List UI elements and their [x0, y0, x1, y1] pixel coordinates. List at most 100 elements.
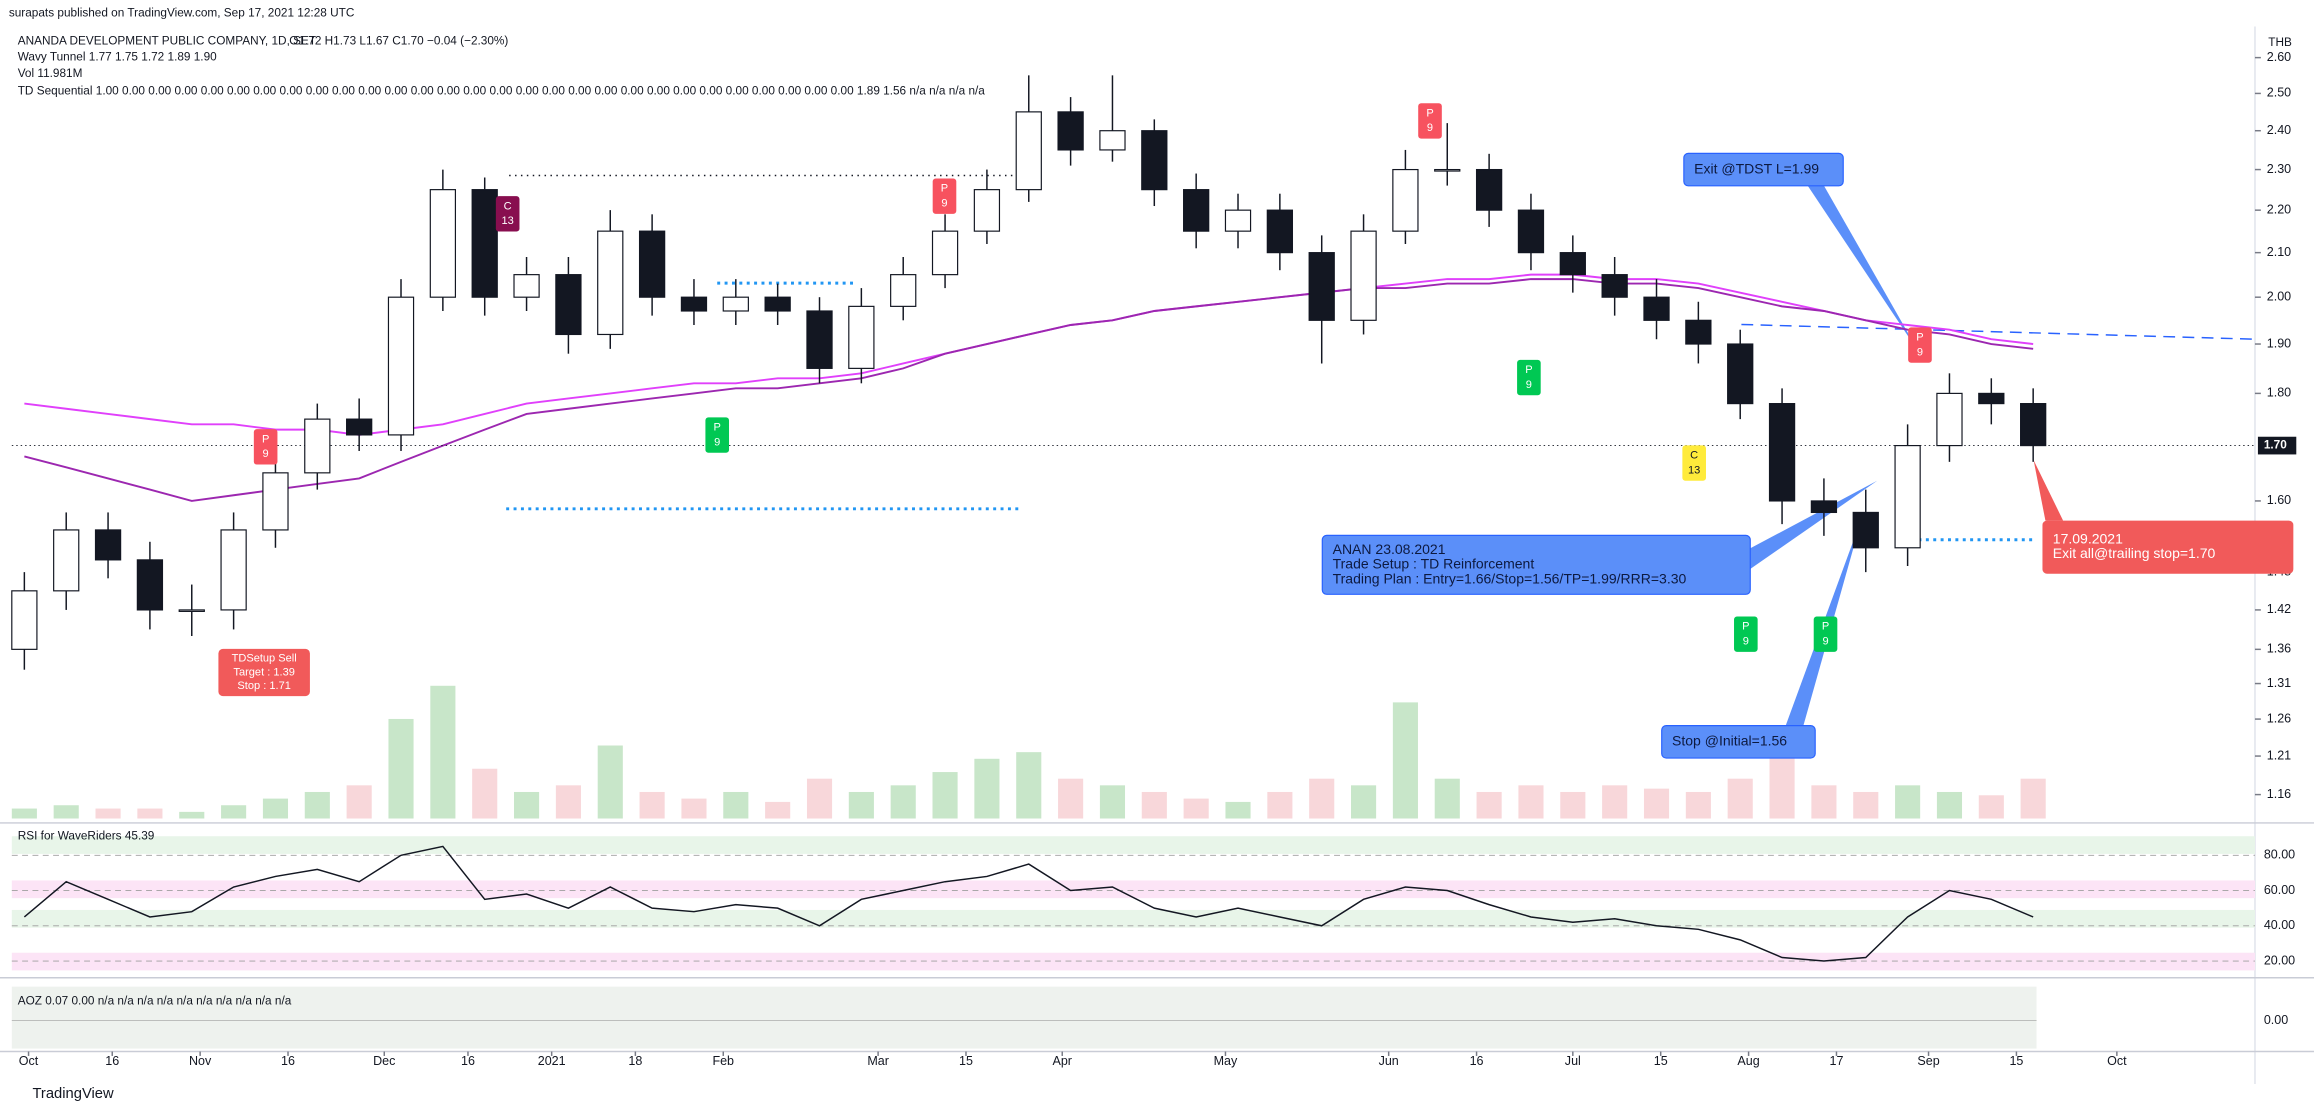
volume-bar — [1476, 791, 1502, 819]
candle-body — [1601, 274, 1628, 298]
candle-body — [53, 529, 80, 592]
td-marker-label: C — [504, 200, 512, 212]
volume-bar — [639, 791, 665, 819]
rsi-tick-label: 40.00 — [2264, 918, 2295, 932]
rsi-band — [11, 836, 2255, 854]
td-marker-label: P — [1525, 364, 1532, 376]
candle-body — [1434, 168, 1461, 172]
volume-bar — [514, 791, 540, 819]
current-price-label: 1.70 — [2264, 438, 2287, 452]
rsi-band — [11, 909, 2255, 928]
td-marker-label: P — [1916, 332, 1923, 344]
currency: THB — [2268, 35, 2292, 49]
annotation-box — [1661, 725, 1816, 759]
candle-body — [178, 609, 205, 612]
candle-body — [1768, 403, 1796, 502]
x-tick-label: May — [1214, 1054, 1238, 1068]
td-marker — [253, 429, 278, 465]
candle-body — [931, 230, 959, 276]
td-marker-label: P — [1426, 107, 1433, 119]
y-tick-label: 1.42 — [2267, 602, 2291, 616]
volume-bar — [221, 805, 247, 819]
td-marker — [705, 417, 730, 453]
td-marker-label: P — [1742, 621, 1749, 633]
x-tick-label: Apr — [1052, 1054, 1071, 1068]
td-marker-label: 9 — [941, 197, 947, 209]
candle-body — [722, 296, 749, 312]
candle-body — [220, 529, 247, 611]
volume-bar — [765, 801, 791, 819]
td-marker — [1517, 359, 1541, 396]
td-marker — [495, 196, 520, 232]
volume-bar — [346, 785, 372, 819]
candle-body — [973, 189, 1001, 232]
candle-body — [1350, 230, 1377, 321]
candle-body — [94, 529, 122, 561]
td-marker-label: 9 — [263, 448, 269, 460]
volume-bar — [137, 808, 163, 819]
candle-body — [1183, 189, 1210, 232]
candle-body — [471, 189, 498, 298]
rsi-tick-label: 80.00 — [2264, 848, 2295, 862]
x-tick-label: 16 — [1470, 1054, 1484, 1068]
ohlc-legend: O1.72 H1.73 L1.67 C1.70 −0.04 (−2.30%) — [289, 33, 508, 47]
candle-body — [2020, 403, 2047, 447]
candle-body — [555, 274, 582, 336]
volume-bar — [1727, 778, 1753, 819]
volume-bar — [1183, 798, 1209, 819]
y-tick-label: 2.10 — [2267, 245, 2291, 259]
x-tick-label: 17 — [1830, 1054, 1844, 1068]
volume-bar — [974, 758, 1000, 819]
candle-body — [1475, 168, 1503, 211]
candle-body — [1266, 209, 1294, 254]
y-tick-label: 2.40 — [2267, 123, 2291, 137]
annotation-box — [1683, 152, 1844, 187]
annotation-text: Target : 1.39 — [233, 666, 294, 678]
volume-bar — [179, 811, 205, 819]
candle-body — [11, 590, 38, 650]
volume-bar — [53, 805, 79, 819]
td-marker — [1908, 327, 1932, 363]
candle-body — [1559, 252, 1586, 276]
annotation-text: Exit all@trailing stop=1.70 — [2053, 545, 2216, 561]
candle-body — [764, 296, 791, 312]
candle-body — [1936, 392, 1963, 447]
x-tick-label: 15 — [2009, 1054, 2023, 1068]
candle-body — [1015, 111, 1042, 191]
volume-bar — [1853, 791, 1879, 819]
candle-body — [1978, 392, 2005, 405]
volume-bar — [1518, 785, 1544, 819]
candle-body — [1685, 319, 1712, 345]
candle-body — [1057, 111, 1084, 151]
y-tick-label: 1.36 — [2267, 642, 2291, 656]
y-tick-label: 1.90 — [2267, 336, 2291, 350]
y-tick-label: 1.31 — [2267, 676, 2291, 690]
td-marker-label: 9 — [714, 436, 720, 448]
candle-body — [806, 310, 833, 369]
volume-bar — [1309, 778, 1335, 819]
aoz-tick-label: 0.00 — [2264, 1013, 2288, 1027]
annotation-box — [2042, 520, 2294, 574]
x-tick-label: Oct — [2107, 1054, 2127, 1068]
volume-bar — [1058, 778, 1084, 819]
x-tick-label: Dec — [373, 1054, 395, 1068]
candle-body — [1099, 130, 1126, 151]
td-marker-label: C — [1690, 450, 1698, 462]
volume-bar — [262, 798, 289, 819]
td-marker-label: 9 — [1427, 122, 1433, 134]
annotation-text: Trade Setup : TD Reinforcement — [1333, 556, 1535, 572]
candle-body — [890, 274, 917, 307]
volume-bar — [2020, 778, 2046, 819]
volume-bar — [304, 791, 330, 819]
candle-body — [346, 418, 373, 436]
candle-body — [1643, 296, 1670, 321]
td-marker-label: 13 — [1688, 464, 1700, 476]
x-tick-label: Jul — [1565, 1054, 1581, 1068]
y-tick-label: 2.30 — [2267, 162, 2291, 176]
candle-body — [1392, 168, 1419, 232]
tdst-line — [1741, 323, 2255, 340]
td-marker-label: 13 — [502, 215, 514, 227]
td-marker — [1418, 103, 1442, 139]
x-tick-label: Oct — [19, 1054, 39, 1068]
